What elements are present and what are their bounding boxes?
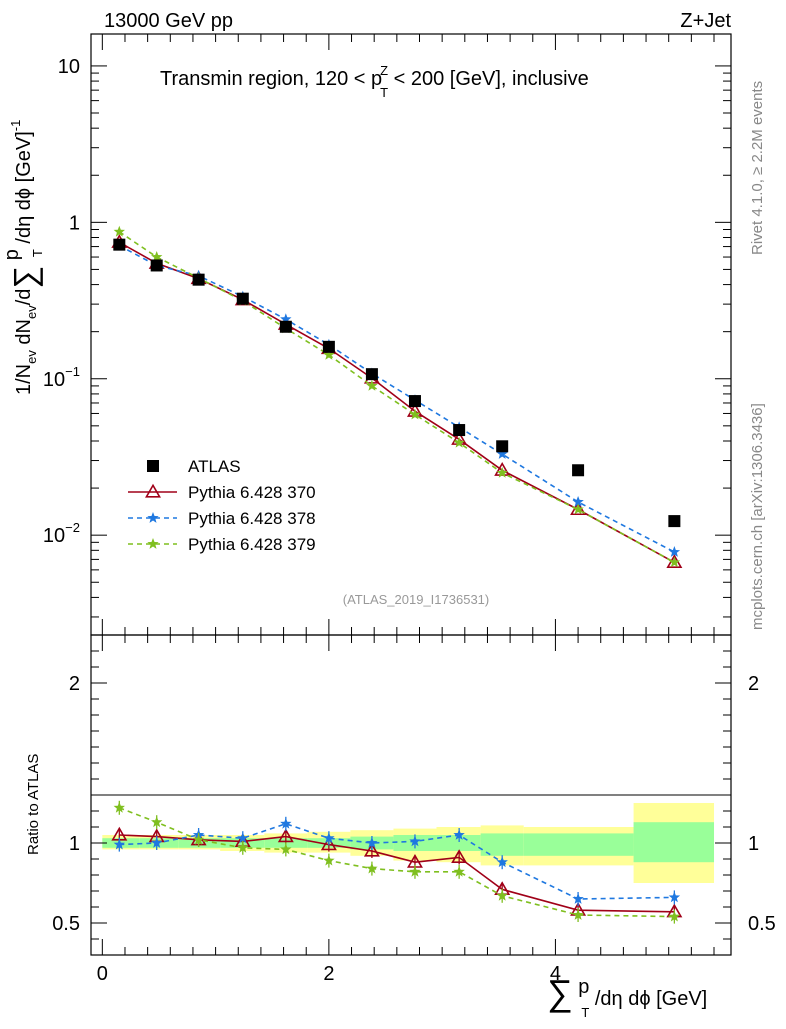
ratio-ylabel: Ratio to ATLAS (25, 754, 42, 855)
ratio-point-3 (192, 833, 205, 845)
legend-marker (147, 512, 159, 523)
ratio-point-3 (572, 909, 584, 920)
ratio-tick-label-right: 2 (748, 673, 759, 695)
ratio-line-1 (119, 834, 675, 913)
ratio-point-2 (237, 832, 249, 844)
band-inner (523, 833, 634, 856)
top-y-tick-label: 1 (69, 212, 80, 234)
ratio-point-2 (409, 835, 421, 847)
header-right: Z+Jet (680, 10, 731, 32)
atlas-point (572, 464, 585, 477)
atlas-point (408, 395, 421, 408)
legend-marker (145, 483, 161, 498)
series-line-2 (118, 244, 675, 553)
ratio-point-2 (572, 893, 584, 904)
legend: ATLAS Pythia 6.428 370 Pythia 6.428 378 Pyt… (128, 457, 316, 554)
ratio-point-3 (668, 910, 681, 922)
ratio-point-2 (113, 838, 125, 850)
rivet-label: Rivet 4.1.0, ≥ 2.2M events (749, 81, 766, 255)
plot-title: Transmin region, 120 < pZ T < 200 [GeV], … (160, 63, 589, 100)
ratio-tick-label-right: 1 (748, 833, 759, 855)
legend-label: Pythia 6.428 378 (188, 509, 316, 528)
ratio-point-1 (451, 849, 468, 864)
ratio-line-2 (119, 822, 675, 900)
atlas-point (365, 368, 378, 381)
band-inner (633, 822, 715, 863)
mcplots-label: mcplots.cern.ch [arXiv:1306.3436] (749, 403, 766, 630)
axis-ticks: 10 1 10−1 10−2 0.5 0.5 1 1 2 2 0 2 4 (43, 34, 776, 985)
atlas-point (668, 515, 681, 528)
ratio-tick-label-right: 0.5 (748, 913, 776, 935)
ratio-point-3 (113, 801, 125, 813)
atlas-point (453, 424, 466, 437)
ratio-point-2 (151, 837, 163, 848)
ratio-point-2 (323, 832, 335, 844)
atlas-point (150, 259, 163, 272)
analysis-tag: (ATLAS_2019_I1736531) (343, 592, 489, 607)
ratio-point-2 (668, 891, 681, 903)
atlas-point (322, 340, 335, 353)
band-inner (480, 833, 524, 856)
data-series (111, 225, 683, 924)
series-line-1 (118, 241, 675, 564)
atlas-point (236, 292, 249, 305)
series-line-3 (118, 231, 675, 564)
atlas-point (113, 238, 126, 251)
x-tick-label: 2 (323, 963, 334, 985)
ratio-point-1 (277, 828, 294, 843)
ratio-point-3 (151, 816, 163, 828)
series-point-3 (151, 251, 163, 262)
ratio-point-3 (366, 862, 378, 874)
ratio-point-3 (453, 865, 465, 877)
band-inner (436, 835, 481, 851)
atlas-point (192, 273, 205, 286)
series-point-3 (323, 348, 335, 360)
series-point-3 (409, 408, 421, 420)
top-y-tick-label: 10−1 (43, 364, 80, 391)
top-y-tick-label: 10−2 (43, 520, 80, 547)
ratio-point-2 (496, 856, 508, 868)
series-point-3 (572, 503, 584, 515)
ratio-point-3 (323, 854, 335, 866)
ratio-point-2 (453, 829, 465, 840)
ratio-point-2 (366, 837, 378, 848)
ratio-point-3 (280, 843, 292, 855)
series-point-3 (113, 225, 125, 237)
ratio-point-1 (363, 842, 380, 857)
top-y-tick-label: 10 (58, 56, 80, 78)
ratio-point-3 (496, 889, 508, 901)
series-point-3 (496, 466, 508, 478)
header-left: 13000 GeV pp (104, 10, 233, 32)
series-point-3 (668, 556, 681, 568)
ratio-tick-label-left: 0.5 (52, 913, 80, 935)
series-point-2 (572, 496, 584, 507)
ratio-point-3 (237, 841, 249, 853)
atlas-point (279, 320, 292, 333)
legend-marker (147, 460, 159, 472)
legend-marker (147, 538, 159, 549)
x-tick-label: 4 (550, 963, 561, 985)
ratio-tick-label-left: 1 (69, 833, 80, 855)
x-tick-label: 0 (97, 963, 108, 985)
legend-label: Pythia 6.428 370 (188, 483, 316, 502)
series-point-3 (453, 436, 465, 448)
ratio-tick-label-left: 2 (69, 673, 80, 695)
series-point-2 (668, 546, 681, 557)
ratio-point-1 (320, 836, 337, 851)
ratio-point-3 (409, 865, 421, 877)
atlas-point (496, 440, 509, 453)
ratio-point-2 (280, 817, 292, 829)
series-point-3 (366, 379, 378, 391)
series-point-2 (280, 313, 292, 325)
series-point-2 (496, 448, 508, 459)
legend-label: ATLAS (188, 457, 241, 476)
legend-label: Pythia 6.428 379 (188, 535, 316, 554)
